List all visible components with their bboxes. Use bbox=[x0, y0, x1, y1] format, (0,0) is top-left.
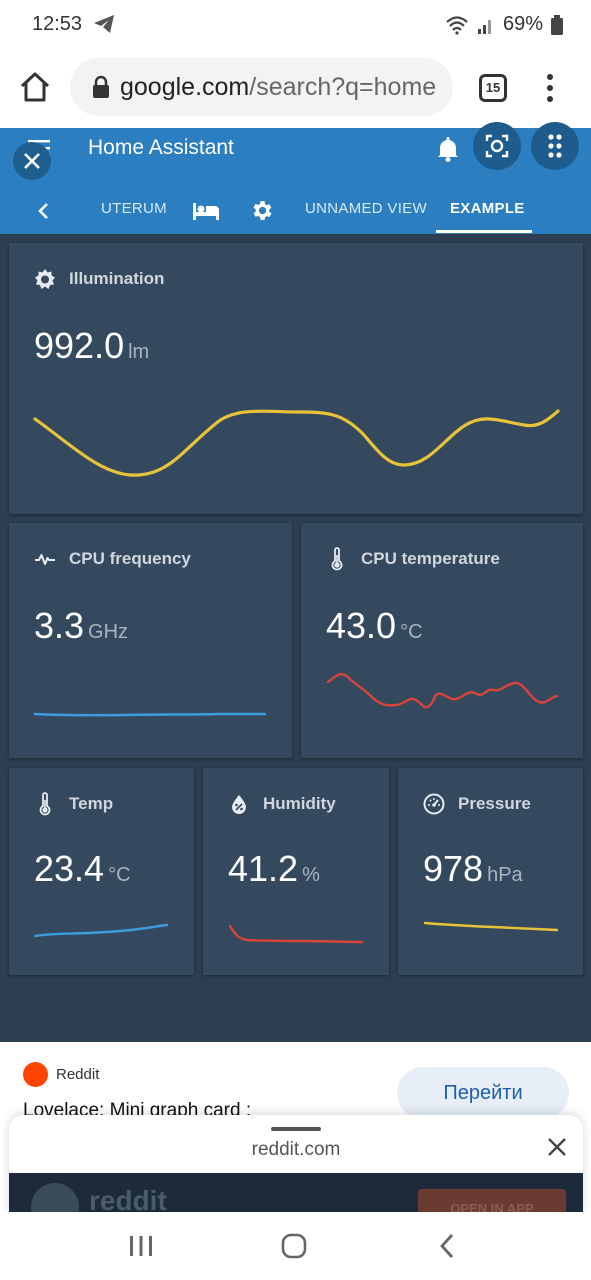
url-text[interactable]: google.com/search?q=home bbox=[120, 72, 437, 101]
thermometer-icon bbox=[331, 547, 343, 571]
pressure-graph bbox=[423, 921, 559, 932]
back-icon[interactable] bbox=[433, 1232, 463, 1260]
dots-grid-icon bbox=[548, 134, 562, 158]
close-icon bbox=[24, 153, 40, 169]
ha-view-tabs: UTERUM UNNAMED VIEW EXAMPLE bbox=[0, 190, 591, 234]
recents-icon[interactable] bbox=[126, 1232, 156, 1260]
close-icon[interactable] bbox=[547, 1137, 567, 1157]
thermometer-icon bbox=[39, 792, 51, 816]
lens-icon bbox=[485, 134, 509, 158]
card-title: CPU temperature bbox=[361, 549, 500, 568]
card-value: 3.3 GHz bbox=[34, 605, 129, 646]
chevron-left-icon[interactable] bbox=[36, 202, 50, 220]
battery-percent: 69% bbox=[502, 13, 543, 35]
card-cpu-temperature[interactable]: CPU temperature 43.0 °C bbox=[301, 523, 583, 758]
tab-uterum[interactable]: UTERUM bbox=[101, 200, 167, 217]
card-temp[interactable]: Temp 23.4 °C bbox=[9, 768, 194, 975]
active-tab-indicator bbox=[436, 230, 532, 233]
home-icon[interactable] bbox=[18, 70, 52, 104]
gauge-icon bbox=[423, 793, 445, 815]
card-title: Illumination bbox=[69, 269, 165, 288]
card-value: 23.4 °C bbox=[34, 848, 131, 889]
illumination-graph bbox=[33, 409, 560, 477]
go-button[interactable]: Перейти bbox=[397, 1067, 569, 1119]
humidity-graph bbox=[228, 924, 364, 944]
water-percent-icon bbox=[232, 795, 246, 814]
telegram-icon bbox=[94, 15, 114, 33]
status-time: 12:53 bbox=[32, 13, 83, 35]
bed-icon[interactable] bbox=[192, 200, 220, 222]
ha-app-header: Home Assistant UTERUM UNNAMED VIEW EXAMP… bbox=[0, 122, 591, 234]
open-in-app-button[interactable]: OPEN IN APP bbox=[418, 1189, 566, 1215]
card-pressure[interactable]: Pressure 978 hPa bbox=[398, 768, 583, 975]
sheet-drag-handle[interactable] bbox=[271, 1127, 321, 1131]
gear-icon[interactable] bbox=[249, 198, 274, 223]
ha-title: Home Assistant bbox=[88, 136, 234, 159]
card-value: 43.0 °C bbox=[326, 605, 423, 646]
cpu-temperature-graph bbox=[326, 672, 559, 709]
card-cpu-frequency[interactable]: CPU frequency 3.3 GHz bbox=[9, 523, 292, 758]
card-title: CPU frequency bbox=[69, 549, 191, 568]
signal-icon bbox=[477, 19, 491, 34]
pulse-icon bbox=[35, 554, 55, 565]
browser-toolbar: google.com/search?q=home 15 bbox=[0, 50, 591, 128]
card-value: 978 hPa bbox=[423, 848, 523, 889]
home-nav-icon[interactable] bbox=[279, 1232, 309, 1260]
card-title: Temp bbox=[69, 794, 114, 813]
card-humidity[interactable]: Humidity 41.2% bbox=[203, 768, 389, 975]
sheet-domain: reddit.com bbox=[251, 1139, 341, 1160]
tab-example[interactable]: EXAMPLE bbox=[450, 200, 525, 217]
card-illumination[interactable]: Illumination 992.0 lm bbox=[9, 243, 583, 514]
card-title: Humidity bbox=[263, 794, 336, 813]
more-vert-icon[interactable] bbox=[540, 72, 560, 104]
dashboard: Illumination 992.0 lm CPU frequency 3.3 GH… bbox=[0, 234, 591, 1042]
battery-icon bbox=[551, 14, 563, 35]
card-title: Pressure bbox=[458, 794, 531, 813]
reddit-logo-icon bbox=[31, 1183, 79, 1215]
ha-more-button[interactable] bbox=[531, 122, 579, 170]
card-value: 992.0 lm bbox=[34, 325, 150, 366]
reddit-logo-icon bbox=[23, 1062, 48, 1087]
preview-sheet: reddit.com reddit OPEN IN APP bbox=[9, 1115, 583, 1215]
tab-unnamed-view[interactable]: UNNAMED VIEW bbox=[305, 200, 427, 217]
close-overlay-button[interactable] bbox=[13, 142, 51, 180]
card-value: 41.2% bbox=[228, 848, 320, 889]
lock-icon bbox=[93, 75, 109, 98]
brightness-icon bbox=[35, 269, 55, 289]
system-nav-bar bbox=[0, 1212, 591, 1280]
wifi-icon bbox=[446, 15, 468, 35]
result-source: Reddit bbox=[56, 1066, 100, 1083]
lens-button[interactable] bbox=[473, 122, 521, 170]
status-bar: 12:53 69% bbox=[0, 0, 591, 50]
address-bar[interactable]: google.com/search?q=home bbox=[70, 58, 453, 116]
tab-switcher-button[interactable]: 15 bbox=[479, 74, 507, 102]
bell-icon[interactable] bbox=[436, 136, 460, 162]
page-preview: reddit OPEN IN APP bbox=[9, 1173, 583, 1215]
preview-brand: reddit bbox=[89, 1185, 167, 1215]
cpu-frequency-graph bbox=[33, 712, 267, 717]
temp-graph bbox=[33, 923, 169, 938]
